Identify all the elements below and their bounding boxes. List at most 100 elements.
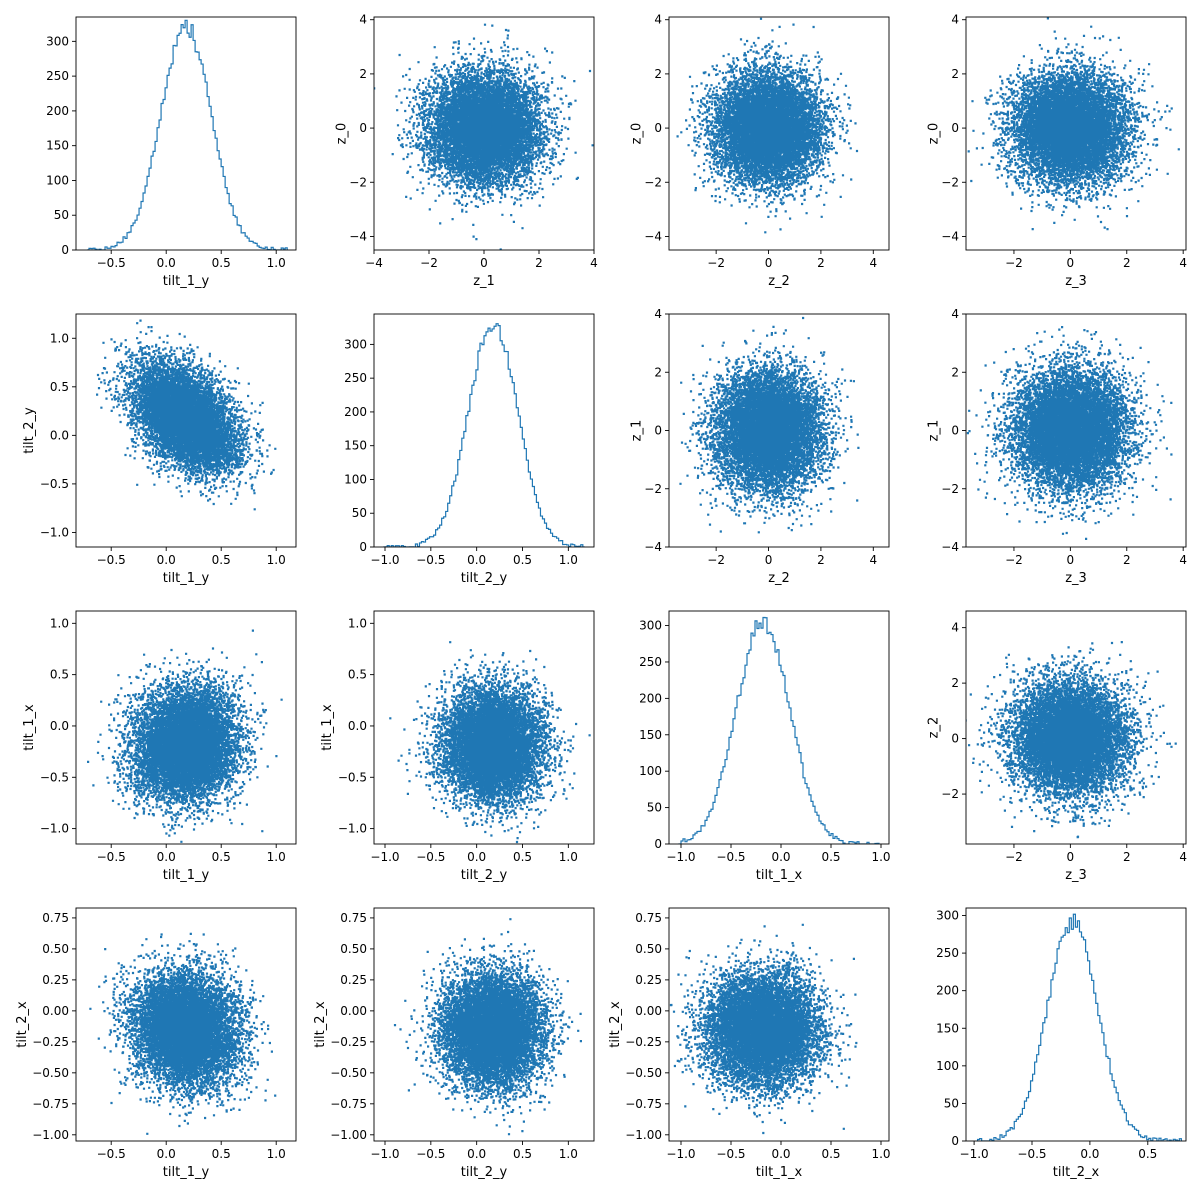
y-tick-label: 4 [951, 621, 959, 635]
x-tick-label: −1.0 [370, 1147, 399, 1161]
x-tick-label: 4 [590, 256, 598, 270]
y-tick-label: 300 [639, 619, 662, 633]
y-tick-label: 200 [46, 104, 69, 118]
y-tick-label: 1.0 [50, 616, 69, 630]
y-tick-label: 150 [936, 1021, 959, 1035]
x-tick-label: 4 [869, 256, 877, 270]
y-tick-label: 0 [951, 424, 959, 438]
x-tick-label: 4 [1179, 850, 1187, 864]
x-tick-label: −2 [420, 256, 438, 270]
y-tick-label: 200 [639, 691, 662, 705]
y-tick-label: 0.25 [42, 973, 69, 987]
y-tick-label: 0.00 [635, 1004, 662, 1018]
y-tick-label: 0.00 [42, 1004, 69, 1018]
y-tick-label: −4 [644, 540, 662, 554]
x-tick-label: −2 [707, 256, 725, 270]
x-tick-label: 4 [869, 553, 877, 567]
x-tick-label: 0.5 [212, 850, 231, 864]
x-tick-label: 0.0 [157, 553, 176, 567]
x-tick-label: 0.0 [771, 850, 790, 864]
y-tick-label: 1.0 [348, 616, 367, 630]
x-tick-label: −1.0 [960, 1147, 989, 1161]
x-tick-label: 1.0 [871, 1147, 890, 1161]
y-axis-label: tilt_2_x [313, 1001, 328, 1048]
x-tick-label: 0.0 [467, 553, 486, 567]
x-tick-label: −0.5 [716, 850, 745, 864]
y-tick-label: 0.00 [340, 1004, 367, 1018]
y-tick-label: 0.25 [340, 973, 367, 987]
y-tick-label: −0.25 [32, 1035, 69, 1049]
y-tick-label: 50 [54, 208, 69, 222]
x-tick-label: 2 [535, 256, 543, 270]
x-axis-label: tilt_1_y [163, 868, 210, 883]
x-tick-label: 4 [1179, 553, 1187, 567]
y-tick-label: 0.0 [50, 428, 69, 442]
y-tick-label: 100 [639, 764, 662, 778]
y-tick-label: 50 [647, 801, 662, 815]
y-tick-label: −4 [941, 229, 959, 243]
y-tick-label: −0.5 [338, 770, 367, 784]
x-tick-label: −2 [1005, 850, 1023, 864]
x-tick-label: −4 [365, 256, 383, 270]
x-tick-label: 0.5 [513, 1147, 532, 1161]
x-tick-label: 0.5 [821, 850, 840, 864]
x-axis-label: z_1 [473, 274, 495, 289]
x-tick-label: 1.0 [559, 850, 578, 864]
x-axis-label: tilt_1_y [163, 1165, 210, 1180]
y-tick-label: −0.5 [40, 770, 69, 784]
x-axis-label: z_3 [1065, 868, 1087, 883]
y-tick-label: 250 [344, 371, 367, 385]
y-tick-label: 50 [352, 506, 367, 520]
y-tick-label: −1.0 [40, 822, 69, 836]
x-tick-label: 2 [1123, 850, 1131, 864]
y-tick-label: 0.75 [42, 911, 69, 925]
y-tick-label: −0.75 [330, 1097, 367, 1111]
y-tick-label: 2 [951, 365, 959, 379]
y-tick-label: 0.50 [635, 942, 662, 956]
y-axis-label: z_0 [927, 123, 942, 145]
x-tick-label: 0.5 [821, 1147, 840, 1161]
y-tick-label: −1.0 [338, 822, 367, 836]
x-axis-label: tilt_2_x [1053, 1165, 1100, 1180]
x-tick-label: 2 [1123, 553, 1131, 567]
y-axis-label: tilt_2_x [608, 1001, 623, 1048]
x-tick-label: 0.5 [212, 553, 231, 567]
x-tick-label: −0.5 [416, 1147, 445, 1161]
y-tick-label: −2 [644, 482, 662, 496]
x-tick-label: 0 [765, 256, 773, 270]
y-tick-label: −0.50 [625, 1066, 662, 1080]
y-tick-label: 0.0 [348, 719, 367, 733]
x-tick-label: 2 [817, 256, 825, 270]
y-axis-label: tilt_1_x [320, 704, 335, 751]
x-tick-label: 0.0 [157, 256, 176, 270]
x-tick-label: 1.0 [871, 850, 890, 864]
x-tick-label: −0.5 [416, 850, 445, 864]
y-tick-label: 300 [344, 337, 367, 351]
y-tick-label: −0.5 [40, 477, 69, 491]
y-tick-label: 0 [951, 1134, 959, 1148]
y-tick-label: −1.00 [625, 1128, 662, 1142]
y-tick-label: 100 [344, 472, 367, 486]
x-tick-label: −1.0 [666, 1147, 695, 1161]
x-axis-label: tilt_1_x [756, 1165, 803, 1180]
y-tick-label: −2 [349, 175, 367, 189]
y-tick-label: 250 [46, 69, 69, 83]
x-axis-label: z_2 [768, 274, 790, 289]
x-tick-label: −0.5 [97, 256, 126, 270]
x-tick-label: −0.5 [97, 1147, 126, 1161]
y-axis-label: tilt_1_x [22, 704, 37, 751]
x-tick-label: 1.0 [559, 553, 578, 567]
y-tick-label: 0 [951, 121, 959, 135]
x-tick-label: −1.0 [370, 553, 399, 567]
x-tick-label: 2 [1123, 256, 1131, 270]
y-tick-label: −1.00 [330, 1128, 367, 1142]
y-tick-label: −2 [941, 482, 959, 496]
y-tick-label: −4 [644, 229, 662, 243]
x-tick-label: −0.5 [1017, 1147, 1046, 1161]
y-tick-label: 0.50 [340, 942, 367, 956]
y-tick-label: 150 [46, 139, 69, 153]
y-tick-label: 0 [359, 121, 367, 135]
y-tick-label: 200 [344, 405, 367, 419]
y-axis-label: z_0 [630, 123, 645, 145]
